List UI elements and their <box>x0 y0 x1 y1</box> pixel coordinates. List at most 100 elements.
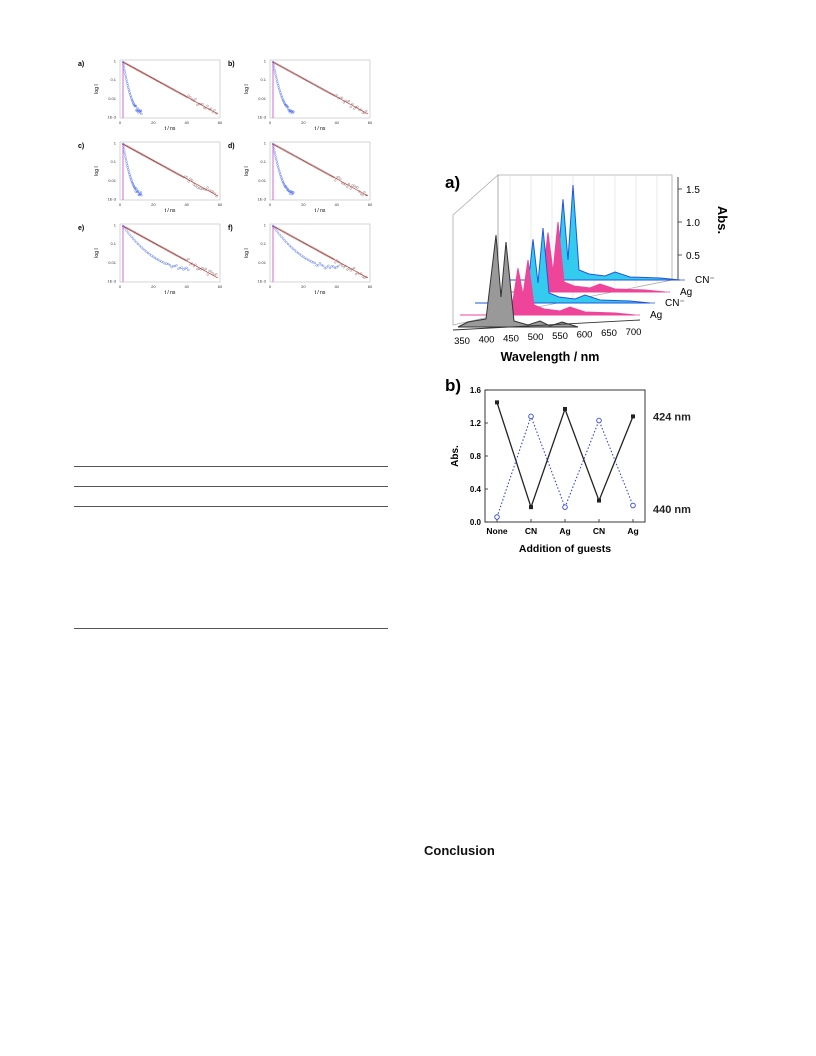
fast-decay-point <box>126 166 129 169</box>
x-tick-label: 600 <box>577 330 593 341</box>
panel-label: d) <box>228 143 235 150</box>
y-tick-label: 0.01 <box>108 96 117 101</box>
fast-decay-point <box>135 187 138 190</box>
slow-decay-point <box>309 81 313 84</box>
slow-decay-point <box>275 144 278 147</box>
slow-decay-point <box>154 78 157 82</box>
slow-decay-point <box>353 107 356 110</box>
fast-decay-point <box>155 257 158 260</box>
slow-decay-point <box>304 78 307 82</box>
slow-decay-point <box>127 145 130 148</box>
data-point-440 <box>528 413 534 420</box>
slow-decay-point <box>161 164 164 167</box>
x-tick-label: Ag <box>627 526 638 536</box>
slow-decay-point <box>294 73 297 76</box>
slow-decay-point <box>201 187 204 191</box>
fast-decay-point <box>136 108 139 111</box>
slow-decay-point <box>335 94 338 97</box>
x-tick-label: 60 <box>218 202 223 207</box>
x-tick-label: 60 <box>218 120 223 125</box>
x-tick-label: 40 <box>184 284 189 289</box>
fast-decay-point <box>335 266 338 269</box>
decay-panel: f) 1 0.1 0.01 1E-30 20 40 60 t / ns log I <box>228 223 373 297</box>
y-axis-label: log I <box>94 248 100 257</box>
fast-decay-point <box>146 252 150 255</box>
fast-decay-point <box>123 153 126 156</box>
slow-decay-point <box>346 185 349 188</box>
fast-decay-point <box>135 241 138 244</box>
slow-decay-point <box>123 143 126 146</box>
slow-decay-point <box>342 101 345 104</box>
slow-decay-point <box>327 91 330 94</box>
y-tick-label: 0.1 <box>260 241 266 246</box>
plot-frame <box>269 223 371 283</box>
slow-decay-point <box>125 144 128 147</box>
slow-decay-point <box>149 157 152 161</box>
slow-decay-point <box>206 104 209 107</box>
slow-decay-point <box>128 64 131 67</box>
slow-decay-point <box>140 71 144 74</box>
slow-decay-point <box>303 159 306 163</box>
series-label: Ag <box>650 310 662 321</box>
slow-decay-point <box>301 77 304 80</box>
slow-decay-point <box>290 153 294 156</box>
slow-decay-point <box>285 232 288 235</box>
slow-decay-point <box>339 177 342 180</box>
x-tick-label: CN <box>593 526 605 536</box>
fast-decay-point <box>134 104 137 108</box>
y-tick-label: 0.0 <box>470 518 482 527</box>
slow-decay-point <box>154 242 157 246</box>
slow-decay-point <box>151 77 154 80</box>
slow-decay-point <box>189 96 192 99</box>
slow-decay-point <box>299 157 302 161</box>
x-axis-label: Wavelength / nm <box>501 350 600 364</box>
fast-decay-point <box>125 78 128 81</box>
x-tick-label: 550 <box>552 331 568 342</box>
x-tick-label: 40 <box>334 120 339 125</box>
slow-decay-point <box>206 273 209 276</box>
fast-decay-point <box>140 246 143 249</box>
slow-decay-point <box>301 158 304 162</box>
slow-decay-point <box>277 145 280 148</box>
slow-decay-fit <box>122 61 219 115</box>
x-axis-label: t / ns <box>315 126 326 132</box>
slow-decay-point <box>189 177 192 180</box>
slow-decay-point <box>149 240 152 243</box>
table-header-rule-2 <box>74 506 388 507</box>
slow-decay-point <box>284 67 287 70</box>
slow-decay-point <box>137 69 140 72</box>
slow-decay-point <box>287 69 290 72</box>
slow-decay-point <box>173 171 176 174</box>
decay-panel: a) 1 0.1 0.01 1E-30 20 40 60 t / ns log I <box>78 59 223 133</box>
slow-decay-point <box>328 92 332 95</box>
slow-decay-point <box>325 254 328 257</box>
slow-decay-point <box>171 170 175 173</box>
data-point-424 <box>597 498 601 503</box>
fast-decay-point <box>274 71 277 74</box>
fast-decay-point <box>123 227 126 230</box>
fast-decay-point <box>292 110 295 113</box>
x-tick-label: 20 <box>151 202 156 207</box>
slow-decay-point <box>318 250 321 253</box>
fast-decay-point <box>139 109 143 112</box>
slow-decay-point <box>180 174 183 178</box>
fast-decay-point <box>133 105 136 108</box>
slow-decay-point <box>149 76 152 79</box>
fast-decay-point <box>307 258 310 261</box>
slow-decay-point <box>290 235 294 238</box>
slow-decay-point <box>210 107 213 110</box>
x-tick-label: 500 <box>528 332 544 343</box>
y-tick-label: 1.2 <box>470 419 482 428</box>
fast-decay-point <box>288 192 291 195</box>
slow-decay-point <box>165 84 168 87</box>
slow-decay-point <box>171 252 175 255</box>
y-axis-label: log I <box>94 84 100 93</box>
fast-decay-point <box>276 82 279 85</box>
y-tick-label: 0.8 <box>470 452 482 461</box>
fast-decay-point <box>276 231 280 234</box>
slow-decay-point <box>315 166 318 169</box>
slow-decay-point <box>316 167 319 170</box>
fast-decay-point <box>162 261 165 264</box>
slow-decay-point <box>159 245 163 248</box>
fast-decay-point <box>143 249 146 252</box>
